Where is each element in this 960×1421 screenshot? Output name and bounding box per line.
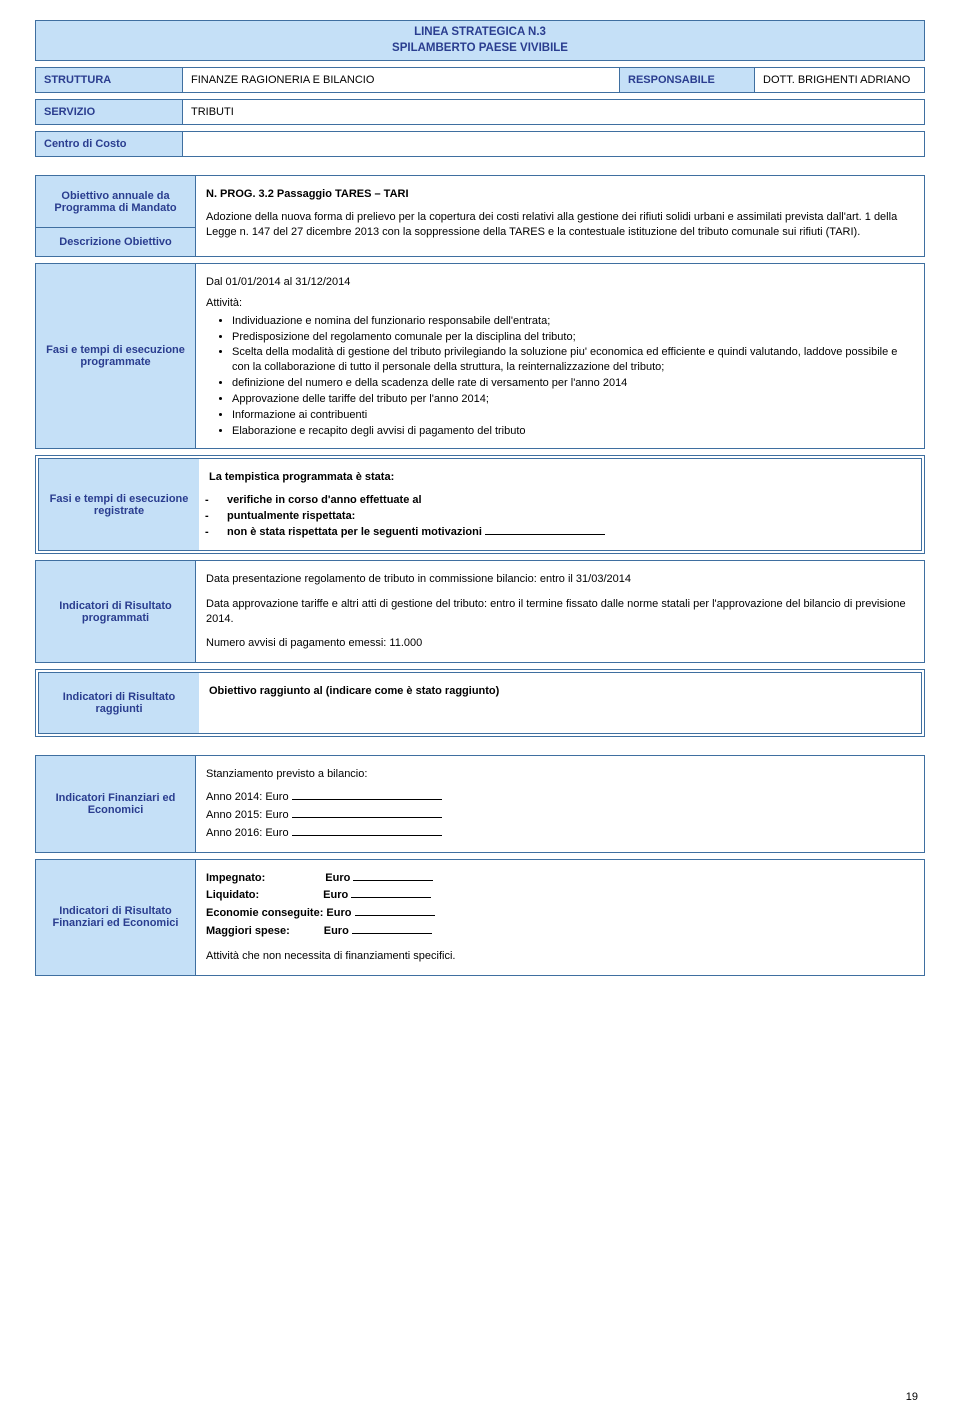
obiettivo-table: Obiettivo annuale da Programma di Mandat… xyxy=(35,175,925,257)
fin-y3: Anno 2016: Euro xyxy=(206,826,914,841)
list-item: Scelta della modalità di gestione del tr… xyxy=(232,345,914,375)
fasi-prog-table: Fasi e tempi di esecuzione programmate D… xyxy=(35,263,925,449)
descrizione-label: Descrizione Obiettivo xyxy=(36,228,196,257)
fasi-reg-intro: La tempistica programmata è stata: xyxy=(209,470,911,485)
fin-label: Indicatori Finanziari ed Economici xyxy=(36,756,196,852)
list-item: non è stata rispettata per le seguenti m… xyxy=(227,525,911,540)
fasi-reg-label: Fasi e tempi di esecuzione registrate xyxy=(39,459,199,549)
obiettivo-label: Obiettivo annuale da Programma di Mandat… xyxy=(36,176,196,228)
header-line-2: SPILAMBERTO PAESE VIVIBILE xyxy=(36,41,924,57)
risfin-liq: Liquidato:Euro xyxy=(206,888,914,903)
responsabile-label: RESPONSABILE xyxy=(620,68,755,93)
ind-prog-l2: Data approvazione tariffe e altri atti d… xyxy=(206,597,914,627)
fin-intro: Stanziamento previsto a bilancio: xyxy=(206,767,914,782)
list-item: Predisposizione del regolamento comunale… xyxy=(232,330,914,345)
risfin-table: Indicatori di Risultato Finanziari ed Ec… xyxy=(35,859,925,976)
header-banner: LINEA STRATEGICA N.3 SPILAMBERTO PAESE V… xyxy=(35,20,925,61)
servizio-value: TRIBUTI xyxy=(183,100,925,125)
list-item: Elaborazione e recapito degli avvisi di … xyxy=(232,424,914,439)
list-item: definizione del numero e della scadenza … xyxy=(232,376,914,391)
risfin-mag: Maggiori spese:Euro xyxy=(206,924,914,939)
fasi-prog-label: Fasi e tempi di esecuzione programmate xyxy=(36,264,196,449)
list-item: puntualmente rispettata: xyxy=(227,509,911,524)
ind-ragg-text: Obiettivo raggiunto al (indicare come è … xyxy=(209,684,911,699)
servizio-label: SERVIZIO xyxy=(36,100,183,125)
attivita-list: Individuazione e nomina del funzionario … xyxy=(206,314,914,439)
fin-y2: Anno 2015: Euro xyxy=(206,808,914,823)
fasi-period: Dal 01/01/2014 al 31/12/2014 xyxy=(206,275,914,290)
fin-table: Indicatori Finanziari ed Economici Stanz… xyxy=(35,755,925,852)
fasi-reg-wrap: Fasi e tempi di esecuzione registrate La… xyxy=(35,455,925,553)
ind-prog-l1: Data presentazione regolamento de tribut… xyxy=(206,572,914,587)
list-item: verifiche in corso d'anno effettuate al xyxy=(227,493,911,508)
ind-ragg-wrap: Indicatori di Risultato raggiunti Obiett… xyxy=(35,669,925,737)
list-item: Informazione ai contribuenti xyxy=(232,408,914,423)
fasi-reg-list: verifiche in corso d'anno effettuate al … xyxy=(209,493,911,540)
risfin-imp: Impegnato:Euro xyxy=(206,871,914,886)
struttura-label: STRUTTURA xyxy=(36,68,183,93)
list-item: Approvazione delle tariffe del tributo p… xyxy=(232,392,914,407)
obiettivo-desc: Adozione della nuova forma di prelievo p… xyxy=(206,210,914,240)
centro-label: Centro di Costo xyxy=(36,132,183,157)
struttura-value: FINANZE RAGIONERIA E BILANCIO xyxy=(183,68,620,93)
risfin-note: Attività che non necessita di finanziame… xyxy=(206,949,914,964)
responsabile-value: DOTT. BRIGHENTI ADRIANO xyxy=(755,68,925,93)
ind-ragg-label: Indicatori di Risultato raggiunti xyxy=(39,673,199,733)
centro-value xyxy=(183,132,925,157)
ind-prog-table: Indicatori di Risultato programmati Data… xyxy=(35,560,925,663)
page-number: 19 xyxy=(906,1391,918,1403)
obiettivo-title: N. PROG. 3.2 Passaggio TARES – TARI xyxy=(206,187,914,202)
fin-y1: Anno 2014: Euro xyxy=(206,790,914,805)
attivita-label: Attività: xyxy=(206,296,914,311)
risfin-label: Indicatori di Risultato Finanziari ed Ec… xyxy=(36,859,196,975)
meta-table-3: Centro di Costo xyxy=(35,131,925,157)
meta-table-2: SERVIZIO TRIBUTI xyxy=(35,99,925,125)
header-line-1: LINEA STRATEGICA N.3 xyxy=(36,25,924,41)
ind-prog-label: Indicatori di Risultato programmati xyxy=(36,560,196,662)
list-item: Individuazione e nomina del funzionario … xyxy=(232,314,914,329)
ind-prog-l3: Numero avvisi di pagamento emessi: 11.00… xyxy=(206,636,914,651)
meta-table: STRUTTURA FINANZE RAGIONERIA E BILANCIO … xyxy=(35,67,925,93)
risfin-eco: Economie conseguite: Euro xyxy=(206,906,914,921)
